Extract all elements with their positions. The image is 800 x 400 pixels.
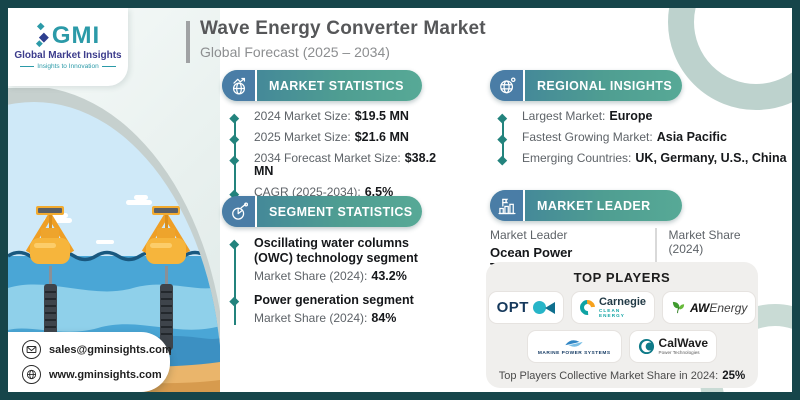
top-players-box: TOP PLAYERS OPT Carnegie CLEAN ENERGY [486,262,758,388]
top-players-title: TOP PLAYERS [573,270,671,285]
carnegie-swirl-icon [576,296,599,319]
contact-website-text: www.gminsights.com [49,368,162,381]
stat-value: UK, Germany, U.S., China [635,151,787,165]
title-accent-bar [186,21,190,63]
top-players-row-1: OPT Carnegie CLEAN ENERGY [487,291,757,324]
leader-label: Market Leader [490,228,568,242]
mps-logo-text: MARINE POWER SYSTEMS [537,351,611,356]
wave-band-light [8,284,220,332]
stat-value: Asia Pacific [656,130,727,144]
section-header-regional-insights: REGIONAL INSIGHTS [490,70,682,101]
regional-insights-list: Largest Market: Europe Fastest Growing Ma… [498,110,792,173]
stat-label: 2025 Market Size: [254,130,351,144]
brand-logo-text: GMI [51,22,101,49]
awenergy-logo-text: Energy [709,300,748,315]
segment-name: Power generation segment [254,293,414,307]
opt-logo-text: OPT [496,299,529,316]
section-title: SEGMENT STATISTICS [269,204,413,219]
buoy-2 [141,206,191,355]
list-item: Largest Market: Europe [498,110,792,123]
stat-label: Emerging Countries: [522,151,632,165]
title-block: Wave Energy Converter Market Global Fore… [186,18,486,63]
section-title: MARKET STATISTICS [269,78,404,93]
stat-value: Europe [609,109,653,123]
stat-value: $21.6 MN [354,130,409,144]
opt-camera-icon [532,301,555,315]
stat-label: Largest Market: [522,109,606,123]
section-header-market-statistics: MARKET STATISTICS [222,70,422,101]
calwave-logo-subtext: Power Technologies [658,349,700,355]
brand-tagline: Insights to Innovation [20,63,115,70]
logo-opt: OPT [487,291,564,324]
email-icon [22,340,41,359]
list-item: Oscillating water columns (OWC) technolo… [230,236,445,283]
list-item: Fastest Growing Market: Asia Pacific [498,131,792,144]
section-header-market-leader: MARKET LEADER [490,190,682,221]
stat-value: $38.2 MN [254,151,437,178]
stat-value: $19.5 MN [354,109,409,123]
list-item: 2024 Market Size: $19.5 MN [230,110,440,123]
logo-carnegie: Carnegie CLEAN ENERGY [570,291,656,324]
awenergy-logo-text-bold: AW [690,300,710,315]
website-icon [22,365,41,384]
collective-share-value: 25% [722,370,746,382]
share-value: 84% [371,311,397,325]
carnegie-logo-subtext: CLEAN ENERGY [598,308,625,318]
collective-share-note: Top Players Collective Market Share in 2… [499,370,746,382]
collective-share-label: Top Players Collective Market Share in 2… [498,370,719,382]
brand-name: Global Market Insights [14,50,122,61]
contact-website[interactable]: www.gminsights.com [22,365,162,384]
top-players-row-2: MARINE POWER SYSTEMS CalWave Power Techn… [526,330,718,363]
list-item: 2025 Market Size: $21.6 MN [230,131,440,144]
carnegie-logo-text: Carnegie [598,295,647,308]
list-item: CAGR (2025-2034): 6.5% [230,186,440,199]
segment-statistics-icon [222,196,257,227]
market-statistics-list: 2024 Market Size: $19.5 MN 2025 Market Si… [230,110,440,207]
stat-label: Fastest Growing Market: [522,130,653,144]
list-item: 2034 Forecast Market Size: $38.2 MN [230,152,440,178]
calwave-logo-text: CalWave [658,336,709,351]
list-item: Emerging Countries: UK, Germany, U.S., Ch… [498,152,792,165]
stat-label: 2034 Forecast Market Size: [254,151,401,165]
gmi-diamond-icon: ◆ ◆ ◆ [35,21,49,48]
section-header-segment-statistics: SEGMENT STATISTICS [222,196,422,227]
section-title: MARKET LEADER [537,198,651,213]
share-value: 43.2% [371,269,407,283]
calwave-circle-icon [638,338,654,355]
market-statistics-icon [222,70,257,101]
share-label: Market Share (2024) [668,228,741,256]
brand-logo-card: ◆ ◆ ◆ GMI Global Market Insights Insights … [8,8,128,86]
infographic-canvas: ◆ ◆ ◆ GMI Global Market Insights Insights … [8,8,792,392]
logo-marine-power-systems: MARINE POWER SYSTEMS [526,330,622,363]
page-subtitle: Global Forecast (2025 – 2034) [200,44,390,60]
market-leader-icon [490,190,525,221]
list-item: Power generation segment Market Share (2… [230,293,445,325]
marine-swirl-icon [565,340,583,347]
page-title: Wave Energy Converter Market [200,18,486,39]
contact-email-text: sales@gminsights.com [49,343,172,356]
buoy-1 [25,206,75,345]
contact-card: sales@gminsights.com www.gminsights.com [8,332,172,392]
logo-awenergy: AWEnergy [662,291,757,324]
contact-email[interactable]: sales@gminsights.com [22,340,172,359]
share-label: Market Share (2024): [254,269,368,283]
logo-calwave: CalWave Power Technologies [628,330,718,363]
stat-label: CAGR (2025-2034): [254,185,361,199]
section-title: REGIONAL INSIGHTS [537,78,673,93]
regional-insights-icon [490,70,525,101]
leaf-icon [672,301,685,314]
share-label: Market Share (2024): [254,311,368,325]
stat-label: 2024 Market Size: [254,109,351,123]
stat-value: 6.5% [364,185,394,199]
decorative-ring-top-right [668,8,792,110]
segment-name: Oscillating water columns (OWC) technolo… [254,236,418,265]
segment-statistics-list: Oscillating water columns (OWC) technolo… [230,236,445,335]
